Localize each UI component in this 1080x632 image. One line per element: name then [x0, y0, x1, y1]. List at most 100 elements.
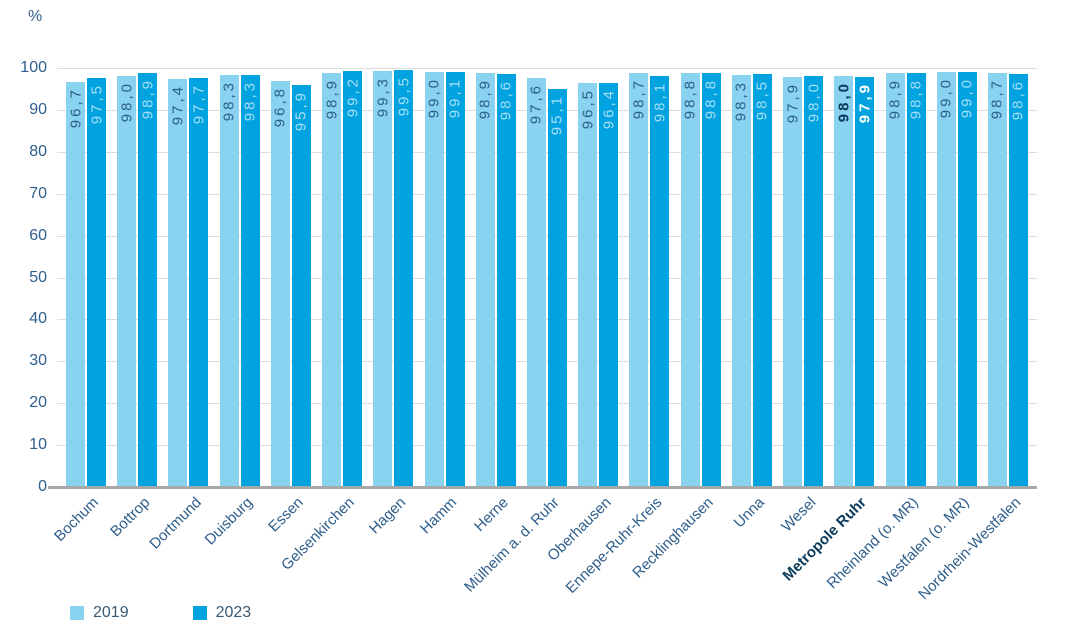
bar-value-label: 98,1: [651, 80, 669, 123]
bar-2019: 98,9: [322, 72, 342, 487]
bar-value-label: 98,8: [907, 78, 925, 120]
gridline-90: [57, 109, 1037, 111]
bar-value-label: 96,5: [579, 87, 597, 129]
y-axis-tick-labels: 0 10 20 30 40 50 60 70 80 90 100: [0, 59, 47, 495]
bar-group-2: 98,0 98,9: [117, 68, 158, 487]
bar-group-19: 98,7 98,6: [987, 68, 1028, 487]
bar-group-12: 98,7 98,1: [629, 68, 670, 487]
bar-2019: 97,9: [783, 76, 803, 487]
bar-group-6: 98,9 99,2: [322, 68, 363, 487]
bar-value-label: 96,7: [67, 86, 84, 129]
x-axis-label-9: Herne: [470, 494, 512, 535]
bar-value-label: 98,9: [886, 77, 904, 119]
x-axis-label-19: Nordrhein-Westfalen: [914, 494, 1025, 604]
bar-value-label: 95,1: [548, 93, 566, 135]
bar-value-label: 97,4: [169, 83, 187, 126]
gridline-60: [57, 235, 1037, 237]
bar-2019: 97,6: [526, 78, 546, 487]
bar-value-label: 97,9: [856, 81, 874, 124]
bar-group-1: 96,7 97,5: [66, 68, 106, 487]
bar-2023: 99,2: [343, 71, 363, 487]
x-axis-label-2: Bottrop: [107, 494, 154, 541]
bar-value-label: 97,5: [88, 83, 105, 125]
bar-value-label: 98,0: [118, 81, 136, 123]
bar-value-label: 98,8: [702, 78, 720, 120]
bar-value-label: 96,8: [271, 86, 289, 128]
bar-value-label: 99,1: [446, 76, 464, 118]
bar-2023: 97,9: [855, 76, 875, 487]
bar-2023: 99,0: [957, 72, 977, 487]
bar-value-label: 98,6: [1009, 78, 1027, 121]
bar-2023: 98,1: [650, 75, 670, 487]
x-axis-label-17: Rheinland (o. MR): [823, 494, 922, 593]
legend-item-2023: 2023: [192, 604, 251, 622]
bar-2019: 98,9: [475, 72, 495, 487]
gridline-70: [57, 193, 1037, 195]
legend-swatch-2023: [192, 606, 207, 620]
bar-2023: 96,4: [599, 83, 619, 487]
bar-2019: 97,4: [168, 78, 188, 487]
bar-value-label: 98,9: [476, 77, 494, 119]
bar-value-label: 98,3: [732, 80, 750, 122]
bar-group-16: 98,0 97,9: [834, 68, 875, 487]
plot-area: 96,7 97,5 98,0 98,9 97,4 97,7 98,3 98,3 96,8 95,9…: [48, 68, 1037, 489]
bar-2023: 98,8: [906, 73, 926, 487]
y-tick-label-60: 60: [29, 226, 47, 244]
x-axis-baseline: [48, 486, 1037, 489]
y-tick-label-50: 50: [29, 268, 47, 286]
y-tick-label-70: 70: [29, 184, 47, 202]
bar-group-5: 96,8 95,9: [270, 68, 311, 487]
bar-value-label: 98,0: [805, 81, 823, 123]
bar-2023: 98,5: [752, 74, 772, 487]
bar-group-11: 96,5 96,4: [578, 68, 619, 487]
bar-value-label: 98,8: [681, 78, 699, 120]
bar-2023: 98,6: [496, 73, 516, 487]
bar-2019: 98,0: [834, 76, 854, 487]
bar-2023: 99,1: [445, 71, 465, 487]
y-tick-label-80: 80: [29, 142, 47, 160]
bar-value-label: 98,6: [497, 78, 515, 121]
bar-2023: 98,6: [1008, 73, 1028, 487]
bar-group-4: 98,3 98,3: [219, 68, 260, 487]
gridline-80: [57, 151, 1037, 153]
x-axis-label-5: Essen: [265, 494, 307, 536]
gridline-50: [57, 277, 1037, 279]
bar-2023: 97,5: [87, 78, 106, 487]
bar-2023: 97,7: [189, 77, 209, 487]
x-axis-label-7: Hagen: [366, 494, 410, 538]
bars-container: 96,7 97,5 98,0 98,9 97,4 97,7 98,3 98,3 96,8 95,9…: [57, 68, 1037, 487]
y-tick-label-100: 100: [20, 59, 47, 76]
bar-value-label: 99,0: [425, 77, 443, 119]
bar-value-label: 98,5: [753, 79, 771, 121]
y-tick-label-30: 30: [29, 352, 47, 370]
bar-2019: 98,0: [117, 76, 137, 487]
x-axis-label-14: Unna: [730, 494, 768, 532]
bar-value-label: 96,4: [600, 88, 618, 130]
bar-value-label: 99,0: [958, 77, 976, 119]
bar-2019: 98,3: [219, 75, 239, 487]
bar-2019: 96,7: [66, 81, 85, 487]
bar-2023: 98,0: [804, 76, 824, 487]
bar-value-label: 98,7: [988, 78, 1006, 120]
bar-group-14: 98,3 98,5: [731, 68, 772, 487]
bar-value-label: 98,3: [241, 80, 259, 122]
bar-value-label: 98,3: [220, 80, 238, 122]
legend: 2019 2023: [70, 604, 251, 622]
bar-value-label: 98,0: [835, 81, 853, 123]
bar-value-label: 98,7: [630, 78, 648, 120]
y-tick-label-40: 40: [29, 310, 47, 328]
bar-2019: 99,3: [373, 70, 393, 487]
bar-2023: 98,3: [240, 75, 260, 487]
bar-2023: 95,9: [291, 85, 311, 487]
legend-item-2019: 2019: [70, 604, 129, 622]
bar-2023: 98,8: [701, 73, 721, 487]
gridline-10: [57, 445, 1037, 447]
legend-label-2019: 2019: [93, 604, 129, 621]
bar-2019: 98,7: [629, 73, 649, 487]
x-axis-label-3: Dortmund: [145, 494, 205, 553]
bar-2019: 98,3: [731, 75, 751, 487]
x-axis-labels: Bochum Bottrop Dortmund Duisburg Essen Gelsen…: [51, 490, 1037, 603]
bar-2023: 95,1: [547, 88, 567, 487]
bar-2019: 96,8: [270, 81, 290, 487]
